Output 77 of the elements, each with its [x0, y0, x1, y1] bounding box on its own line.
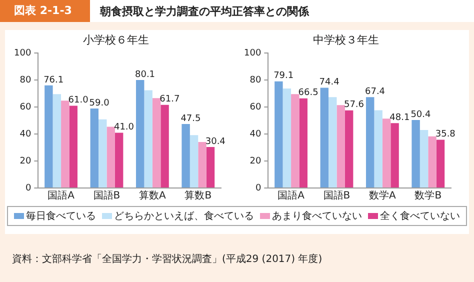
bar [206, 147, 215, 188]
bar [136, 80, 144, 188]
x-tick-label: 数学B [414, 190, 442, 202]
data-label: 80.1 [134, 70, 156, 80]
bar [374, 110, 382, 188]
x-tick-label: 国語A [48, 190, 75, 202]
y-tick-label: 80 [20, 76, 32, 86]
y-tick-label: 20 [20, 156, 32, 166]
bar [44, 85, 53, 188]
data-label: 30.4 [205, 136, 226, 147]
y-tick-label: 100 [244, 48, 262, 59]
bar [436, 140, 445, 188]
bar [328, 97, 337, 188]
bar [144, 90, 152, 188]
data-label: 47.5 [180, 114, 201, 124]
bar [190, 135, 198, 188]
bar [412, 120, 420, 188]
bar [344, 110, 354, 188]
bar [61, 100, 70, 188]
bar [299, 98, 308, 188]
data-label: 66.5 [298, 88, 318, 98]
bar [160, 104, 169, 188]
bar [282, 88, 292, 188]
bar [274, 81, 283, 188]
bar [69, 106, 78, 188]
y-tick-label: 20 [250, 156, 262, 166]
bar [390, 123, 399, 188]
x-tick-label: 数学A [369, 190, 396, 202]
data-label: 79.1 [274, 71, 294, 82]
data-label: 67.4 [364, 86, 386, 97]
data-label: 61.0 [68, 96, 89, 106]
y-tick-label: 0 [255, 183, 262, 194]
bar [366, 97, 374, 188]
bar [52, 94, 62, 188]
y-tick-label: 80 [250, 76, 262, 86]
text: 図表 2-1-3 [0, 0, 90, 22]
x-tick-label: 国語B [93, 190, 120, 202]
chart-title: 中学校３年生 [313, 33, 379, 46]
legend-label: どちらかといえば、食べている [114, 210, 254, 223]
legend-label: 全く食べていない [380, 210, 460, 223]
data-label: 59.0 [89, 98, 110, 108]
bar [98, 119, 107, 188]
chart-title: 朝食摂取と学力調査の平均正答率との関係 [100, 4, 309, 18]
x-tick-label: 算数B [184, 190, 212, 202]
data-label: 76.1 [44, 75, 64, 86]
text: 資料：文部科学省「全国学力・学習状況調査」(平成29 (2017) 年度) [12, 252, 322, 266]
y-tick-label: 60 [250, 102, 262, 112]
bar [152, 98, 161, 188]
y-tick-label: 40 [250, 129, 262, 140]
bar [382, 118, 391, 188]
legend-label: 毎日食べている [26, 210, 96, 223]
legend-label: あまり食べていない [272, 210, 362, 223]
x-tick-label: 国語B [323, 190, 350, 202]
data-label: 41.0 [114, 122, 134, 133]
data-label: 74.4 [319, 78, 340, 88]
bar [90, 108, 99, 188]
x-tick-label: 国語A [278, 190, 305, 202]
data-label: 61.7 [160, 94, 180, 105]
bar [114, 132, 124, 188]
bar [106, 126, 115, 188]
chart-subtitle: 小学校６年生 [83, 33, 149, 46]
data-label: 48.1 [390, 113, 410, 124]
data-label: 57.6 [344, 100, 364, 110]
bar [291, 94, 300, 188]
bar [420, 130, 428, 188]
bar [336, 105, 345, 188]
bar [320, 88, 329, 188]
bar [182, 124, 190, 188]
data-label: 50.4 [410, 110, 432, 120]
y-tick-label: 0 [25, 183, 32, 194]
y-tick-label: 100 [14, 48, 32, 59]
x-tick-label: 算数A [139, 190, 166, 202]
bar [198, 142, 206, 188]
bar [428, 136, 436, 188]
data-label: 35.8 [435, 130, 456, 140]
y-tick-label: 40 [20, 129, 32, 140]
y-tick-label: 60 [20, 102, 32, 112]
